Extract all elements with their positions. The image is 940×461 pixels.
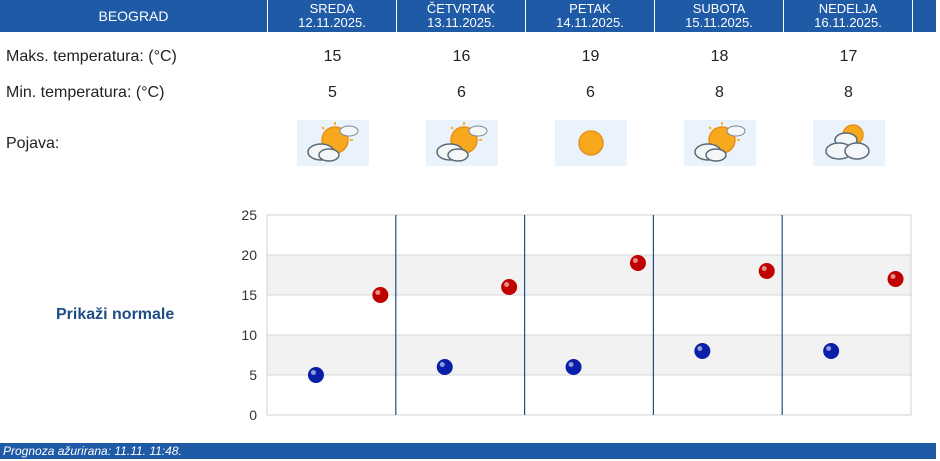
min-temperature-value: 8 [844, 84, 853, 101]
min-temperature-point [565, 359, 582, 375]
min-temperature-point [823, 343, 840, 359]
max-temperature-value: 19 [581, 48, 600, 65]
min-temperature-point [436, 359, 453, 375]
day-header-0: SREDA 12.11.2025. [268, 0, 397, 32]
max-temperature-point [372, 287, 389, 303]
y-tick-label: 0 [249, 407, 257, 423]
day-name: SREDA [309, 1, 355, 16]
chart-band [267, 335, 911, 375]
phenomena-label: Pojava: [6, 135, 60, 152]
min-temperature-point [694, 343, 711, 359]
day-date: 14.11.2025. [556, 15, 624, 30]
y-tick-label: 20 [241, 247, 257, 263]
max-temperature-point [758, 263, 775, 279]
day-header-1: ČETVRTAK 13.11.2025. [397, 0, 526, 32]
day-name: SUBOTA [692, 1, 746, 16]
header-filler [913, 0, 936, 32]
max-temperature-value: 16 [452, 48, 471, 65]
phenomena-row: Pojava: [0, 135, 940, 165]
max-temperature-point [887, 271, 904, 287]
min-temperature-label: Min. temperatura: (°C) [6, 84, 165, 101]
min-temperature-row: Min. temperatura: (°C) 5 6 6 8 8 [0, 84, 940, 114]
min-temperature-value: 6 [586, 84, 595, 101]
forecast-header: BEOGRAD SREDA 12.11.2025. ČETVRTAK 13.11… [0, 0, 938, 32]
y-tick-label: 15 [241, 287, 257, 303]
min-temperature-value: 5 [328, 84, 337, 101]
partly-sunny-cloud-icon [684, 120, 756, 166]
max-temperature-value: 17 [839, 48, 858, 65]
temperature-chart: 0 5 10 15 20 25 [241, 207, 912, 423]
max-temperature-row: Maks. temperatura: (°C) 15 16 19 18 17 [0, 48, 940, 78]
mostly-cloudy-icon [813, 120, 885, 166]
day-header-4: NEDELJA 16.11.2025. [784, 0, 913, 32]
min-temperature-value: 8 [715, 84, 724, 101]
y-tick-label: 5 [249, 367, 257, 383]
day-date: 13.11.2025. [427, 15, 495, 30]
min-temperature-value: 6 [457, 84, 466, 101]
day-header-3: SUBOTA 15.11.2025. [655, 0, 784, 32]
chart-band [267, 255, 911, 295]
partly-sunny-cloud-icon [297, 120, 369, 166]
max-temperature-label: Maks. temperatura: (°C) [6, 48, 177, 65]
max-temperature-value: 15 [323, 48, 342, 65]
forecast-updated-footer: Prognoza ažurirana: 11.11. 11:48. [0, 443, 936, 459]
sun-icon [555, 120, 627, 166]
y-tick-label: 10 [241, 327, 257, 343]
day-name: PETAK [569, 1, 611, 16]
city-name: BEOGRAD [0, 0, 268, 32]
min-temperature-point [307, 367, 324, 383]
max-temperature-value: 18 [710, 48, 729, 65]
day-date: 16.11.2025. [814, 15, 882, 30]
day-header-2: PETAK 14.11.2025. [526, 0, 655, 32]
max-temperature-point [501, 279, 518, 295]
day-name: ČETVRTAK [426, 1, 496, 16]
day-name: NEDELJA [818, 1, 878, 16]
partly-sunny-cloud-icon [426, 120, 498, 166]
day-date: 12.11.2025. [298, 15, 366, 30]
y-tick-label: 25 [241, 207, 257, 223]
chart-frame [266, 214, 912, 416]
show-normals-link[interactable]: Prikaži normale [56, 306, 175, 323]
max-temperature-point [629, 255, 646, 271]
day-date: 15.11.2025. [685, 15, 753, 30]
